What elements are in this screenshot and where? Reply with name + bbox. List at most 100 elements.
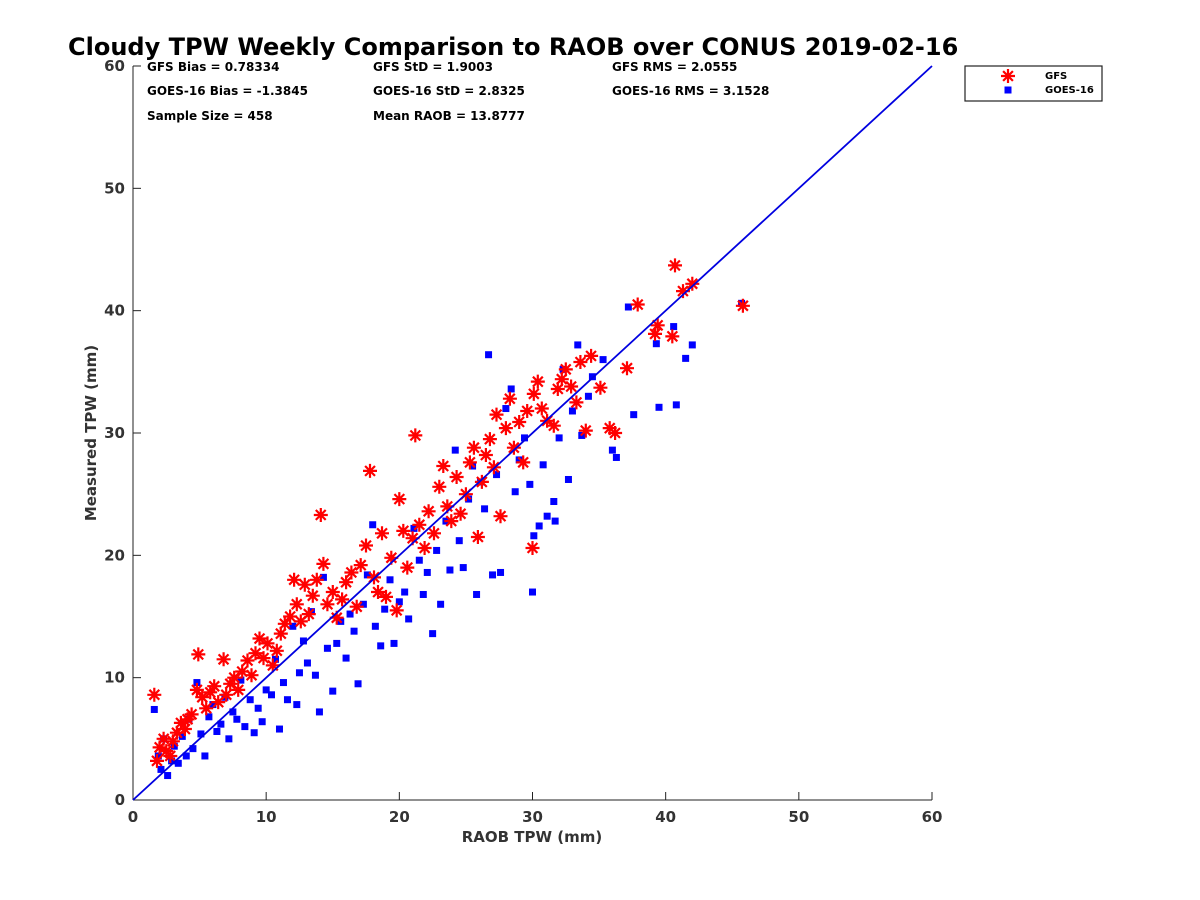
stat-gfs-std: GFS StD = 1.9003 bbox=[373, 60, 493, 74]
goes16-point bbox=[178, 732, 186, 740]
gfs-point bbox=[260, 636, 275, 651]
gfs-point bbox=[526, 386, 541, 401]
goes16-point bbox=[283, 696, 291, 704]
goes16-point bbox=[670, 323, 678, 331]
legend-gfs-marker bbox=[1001, 69, 1015, 83]
y-tick-label: 10 bbox=[104, 669, 125, 687]
goes16-point bbox=[150, 705, 158, 713]
legend-goes16-label: GOES-16 bbox=[1045, 85, 1094, 96]
goes16-point bbox=[568, 407, 576, 415]
gfs-point bbox=[191, 647, 206, 662]
gfs-point bbox=[289, 597, 304, 612]
gfs-point bbox=[277, 616, 292, 631]
goes16-point bbox=[511, 488, 519, 496]
goes16-point bbox=[377, 642, 385, 650]
gfs-point bbox=[203, 685, 218, 700]
goes16-point bbox=[275, 725, 283, 733]
one-to-one-line bbox=[132, 65, 933, 801]
gfs-point bbox=[353, 558, 368, 573]
gfs-point bbox=[630, 297, 645, 312]
gfs-point bbox=[546, 418, 561, 433]
goes16-point bbox=[271, 655, 279, 663]
goes16-point bbox=[213, 727, 221, 735]
gfs-point bbox=[584, 348, 599, 363]
gfs-point bbox=[265, 658, 280, 673]
goes16-point bbox=[157, 765, 165, 773]
gfs-point bbox=[169, 725, 184, 740]
gfs-point bbox=[297, 577, 312, 592]
gfs-point bbox=[389, 603, 404, 618]
goes16-point bbox=[688, 341, 696, 349]
goes16-point bbox=[682, 354, 690, 362]
gfs-point bbox=[564, 379, 579, 394]
gfs-point bbox=[325, 585, 340, 599]
goes16-point bbox=[451, 446, 459, 454]
goes16-point bbox=[521, 434, 529, 442]
gfs-point bbox=[534, 401, 549, 416]
legend-gfs-label: GFS bbox=[1045, 71, 1067, 82]
gfs-point bbox=[489, 407, 504, 422]
gfs-point bbox=[359, 538, 373, 553]
goes16-point bbox=[550, 498, 558, 506]
gfs-point bbox=[316, 556, 331, 571]
gfs-point bbox=[335, 592, 350, 607]
goes16-point bbox=[299, 637, 307, 645]
goes16-point bbox=[652, 340, 660, 348]
gfs-point bbox=[147, 687, 162, 702]
gfs-point bbox=[349, 599, 364, 614]
gfs-point bbox=[379, 589, 393, 604]
gfs-point bbox=[593, 380, 608, 395]
goes16-point bbox=[258, 718, 266, 726]
gfs-point bbox=[363, 463, 377, 478]
gfs-point bbox=[150, 753, 164, 768]
gfs-point bbox=[665, 329, 680, 344]
goes16-point bbox=[262, 686, 270, 694]
goes16-point bbox=[354, 680, 362, 688]
gfs-point bbox=[602, 421, 617, 436]
gfs-point bbox=[453, 506, 468, 521]
goes16-point bbox=[371, 622, 379, 630]
goes16-point bbox=[551, 517, 559, 525]
goes16-point bbox=[209, 701, 217, 709]
gfs-point bbox=[558, 362, 573, 377]
y-tick-label: 40 bbox=[104, 302, 125, 320]
goes16-point bbox=[543, 512, 551, 520]
goes16-point bbox=[254, 704, 262, 712]
goes16-point bbox=[535, 522, 543, 530]
gfs-point bbox=[189, 682, 204, 697]
x-tick-label: 60 bbox=[922, 808, 943, 826]
goes16-point bbox=[311, 671, 319, 679]
goes16-point bbox=[182, 752, 190, 760]
gfs-point bbox=[371, 585, 385, 599]
stat-sample-size: Sample Size = 458 bbox=[147, 109, 273, 123]
gfs-point bbox=[252, 631, 267, 646]
gfs-point bbox=[569, 395, 584, 410]
goes16-point bbox=[168, 757, 176, 765]
goes16-point bbox=[526, 480, 534, 488]
gfs-point bbox=[283, 609, 298, 624]
y-tick-label: 30 bbox=[104, 424, 125, 442]
goes16-point bbox=[489, 571, 497, 579]
gfs-point bbox=[244, 668, 259, 683]
gfs-point bbox=[248, 646, 263, 661]
goes16-point bbox=[555, 434, 563, 442]
goes16-point bbox=[564, 475, 572, 483]
y-tick-label: 60 bbox=[104, 57, 125, 75]
goes16-point bbox=[493, 471, 501, 479]
goes16-point bbox=[329, 687, 337, 695]
gfs-point bbox=[650, 318, 665, 333]
goes16-point bbox=[446, 566, 454, 574]
goes16-point bbox=[390, 639, 398, 647]
goes16-point bbox=[507, 385, 515, 393]
x-tick-label: 10 bbox=[256, 808, 277, 826]
gfs-point bbox=[436, 459, 451, 473]
gfs-point bbox=[412, 517, 427, 532]
goes16-point bbox=[386, 576, 394, 584]
gfs-point bbox=[620, 361, 634, 376]
goes16-point bbox=[246, 696, 254, 704]
gfs-series bbox=[147, 258, 750, 768]
gfs-point bbox=[405, 531, 420, 546]
gfs-point bbox=[344, 565, 359, 580]
gfs-point bbox=[329, 610, 344, 625]
stat-gfs-rms: GFS RMS = 2.0555 bbox=[612, 60, 737, 74]
